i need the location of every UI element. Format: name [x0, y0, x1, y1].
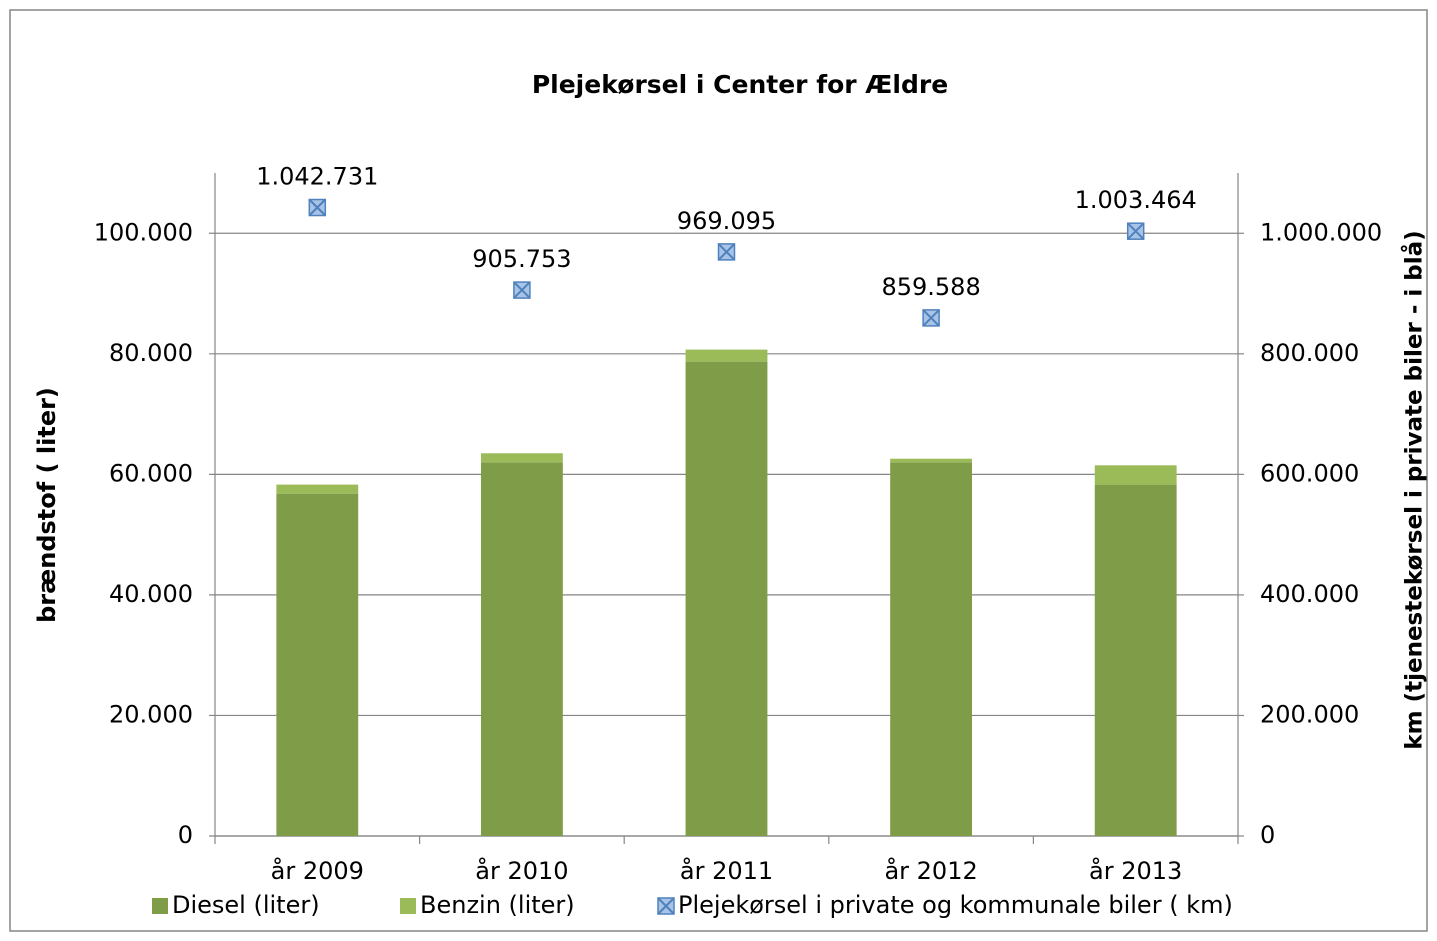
scatter-point: [1126, 222, 1145, 240]
y2-tick-label: 600.000: [1260, 459, 1359, 487]
data-label: 905.753: [472, 245, 571, 273]
scatter-point-part: [308, 198, 327, 217]
scatter-point: [922, 309, 940, 327]
legend-label: Plejekørsel i private og kommunale biler…: [678, 891, 1233, 919]
data-label: 969.095: [677, 207, 776, 235]
legend-label: Benzin (liter): [420, 891, 575, 919]
bar: [685, 361, 768, 836]
bar: [1094, 484, 1177, 836]
y-tick-label: 100.000: [94, 218, 193, 246]
y-tick-label: 0: [178, 821, 193, 849]
bar: [890, 462, 973, 836]
bar: [1094, 465, 1177, 485]
y2-tick-label: 400.000: [1260, 580, 1359, 608]
bar: [480, 462, 563, 836]
chart-title: Plejekørsel i Center for Ældre: [532, 70, 948, 99]
y2-tick-label: 0: [1260, 821, 1275, 849]
legend-swatch: [152, 898, 168, 914]
x-tick-label: år 2012: [884, 856, 977, 885]
scatter-point-part: [717, 243, 736, 261]
scatter-point-part: [1126, 222, 1145, 240]
bar: [890, 458, 973, 463]
legend-swatch: [400, 898, 416, 914]
bar: [685, 349, 768, 362]
bar: [276, 493, 359, 836]
data-label: 859.588: [881, 273, 980, 301]
y-axis-title: brændstof ( liter): [33, 387, 61, 623]
x-tick-label: år 2010: [475, 856, 568, 885]
y-tick-label: 40.000: [109, 580, 193, 608]
x-tick-label: år 2013: [1089, 856, 1182, 885]
y2-axis-title: km (tjenestekørsel i private biler - i b…: [1401, 230, 1428, 749]
y-tick-label: 80.000: [109, 339, 193, 367]
y2-tick-label: 1.000.000: [1260, 218, 1382, 246]
bar: [480, 453, 563, 463]
y-tick-label: 20.000: [109, 700, 193, 728]
scatter-point-part: [922, 309, 940, 327]
y-tick-label: 60.000: [109, 459, 193, 487]
legend-marker: [657, 897, 675, 915]
legend-label: Diesel (liter): [172, 891, 320, 919]
y2-tick-label: 200.000: [1260, 700, 1359, 728]
scatter-point: [717, 243, 736, 261]
scatter-point-part: [513, 281, 531, 299]
legend-marker-part: [657, 897, 675, 915]
scatter-point: [308, 198, 327, 217]
y2-tick-label: 800.000: [1260, 339, 1359, 367]
x-tick-label: år 2009: [271, 856, 364, 885]
scatter-point: [513, 281, 531, 299]
data-label: 1.003.464: [1075, 186, 1197, 214]
bar: [276, 484, 359, 494]
data-label: 1.042.731: [256, 163, 378, 191]
x-tick-label: år 2011: [680, 856, 773, 885]
